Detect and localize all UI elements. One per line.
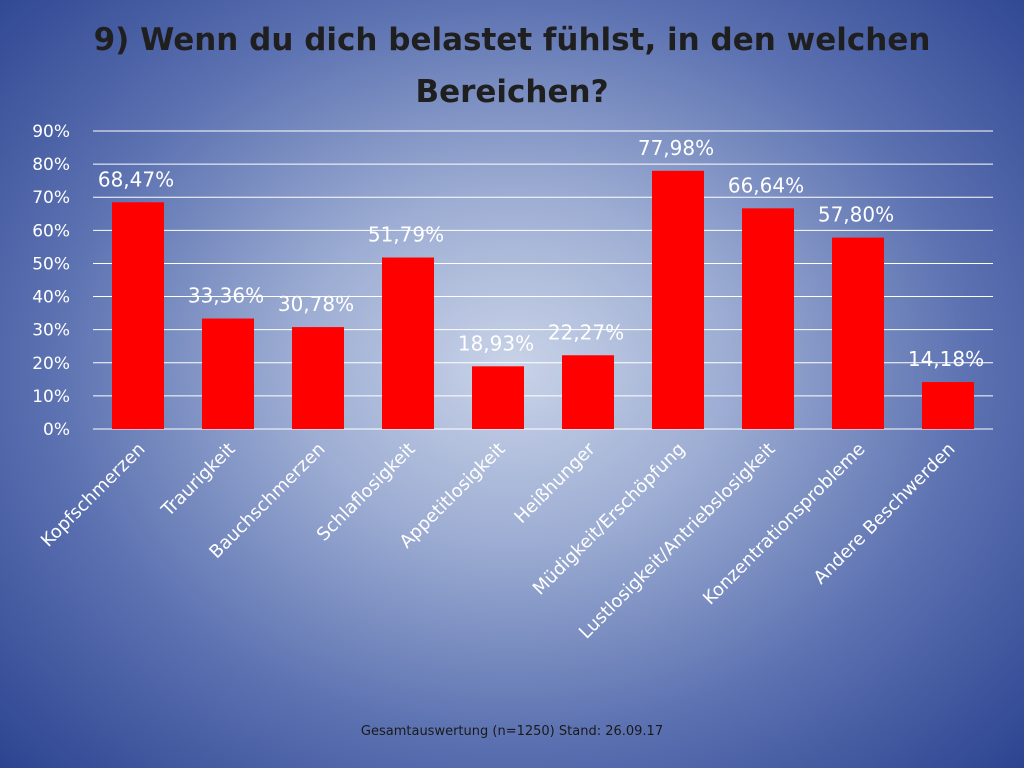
data-label: 77,98%	[638, 136, 714, 160]
y-tick-label: 10%	[32, 387, 70, 407]
data-label: 30,78%	[278, 292, 354, 316]
data-label: 51,79%	[368, 223, 444, 247]
data-label: 33,36%	[188, 284, 264, 308]
bar-2	[292, 327, 344, 429]
y-tick-label: 90%	[32, 122, 70, 142]
bar-4	[472, 366, 524, 429]
y-tick-label: 80%	[32, 155, 70, 175]
chart-title-line-1: 9) Wenn du dich belastet fühlst, in den …	[93, 22, 931, 58]
bar-6	[652, 170, 704, 429]
data-label: 57,80%	[818, 203, 894, 227]
x-axis-tick-labels: Kopfschmerzen TraurigkeitBauchschmerzenSc…	[37, 438, 960, 643]
y-tick-label: 20%	[32, 354, 70, 374]
bar-3	[382, 257, 434, 429]
chart-title-line-2: Bereichen?	[415, 74, 609, 110]
y-tick-label: 40%	[32, 288, 70, 308]
data-label: 22,27%	[548, 320, 624, 344]
x-tick-label: Lustlosigkeit/Antriebslosigkeit	[575, 439, 779, 643]
y-axis-tick-labels: 0% 10% 20% 30% 40% 50% 60% 70% 80% 90%	[32, 122, 70, 440]
chart-title: 9) Wenn du dich belastet fühlst, in den …	[0, 14, 1024, 118]
bar-7	[742, 208, 794, 429]
y-tick-label: 0%	[43, 420, 70, 440]
bar-9	[922, 382, 974, 429]
data-label: 14,18%	[908, 347, 984, 371]
y-tick-label: 30%	[32, 321, 70, 341]
y-tick-label: 50%	[32, 254, 70, 274]
x-tick-label: Müdigkeit/Erschöpfung	[529, 439, 690, 600]
bar-8	[832, 237, 884, 429]
data-label: 18,93%	[458, 331, 534, 355]
x-tick-label: Traurigkeit	[157, 439, 240, 522]
footer-note: Gesamtauswertung (n=1250) Stand: 26.09.1…	[360, 724, 664, 739]
data-label: 68,47%	[98, 167, 174, 191]
y-tick-label: 60%	[32, 221, 70, 241]
y-tick-label: 70%	[32, 188, 70, 208]
x-tick-label: Konzentrationsprobleme	[699, 439, 870, 610]
x-tick-label: Kopfschmerzen	[37, 439, 150, 552]
data-labels: 68,47% 33,36% 30,78% 51,79% 18,93% 22,27% 77,9…	[98, 136, 984, 371]
bar-1	[202, 318, 254, 429]
data-label: 66,64%	[728, 173, 804, 197]
bars	[112, 170, 974, 429]
x-tick-label: Heißhunger	[510, 438, 600, 528]
bar-5	[562, 355, 614, 429]
bar-0	[112, 202, 164, 429]
